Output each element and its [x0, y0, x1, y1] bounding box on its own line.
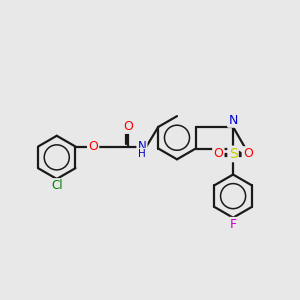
Text: O: O: [88, 140, 98, 153]
Text: O: O: [243, 147, 253, 161]
Text: H: H: [138, 149, 146, 159]
Text: O: O: [213, 147, 223, 161]
Text: Cl: Cl: [51, 179, 63, 192]
Text: N: N: [228, 114, 238, 127]
Text: O: O: [124, 120, 134, 133]
Text: S: S: [229, 147, 238, 161]
Text: N: N: [138, 140, 146, 153]
Text: F: F: [230, 218, 237, 231]
